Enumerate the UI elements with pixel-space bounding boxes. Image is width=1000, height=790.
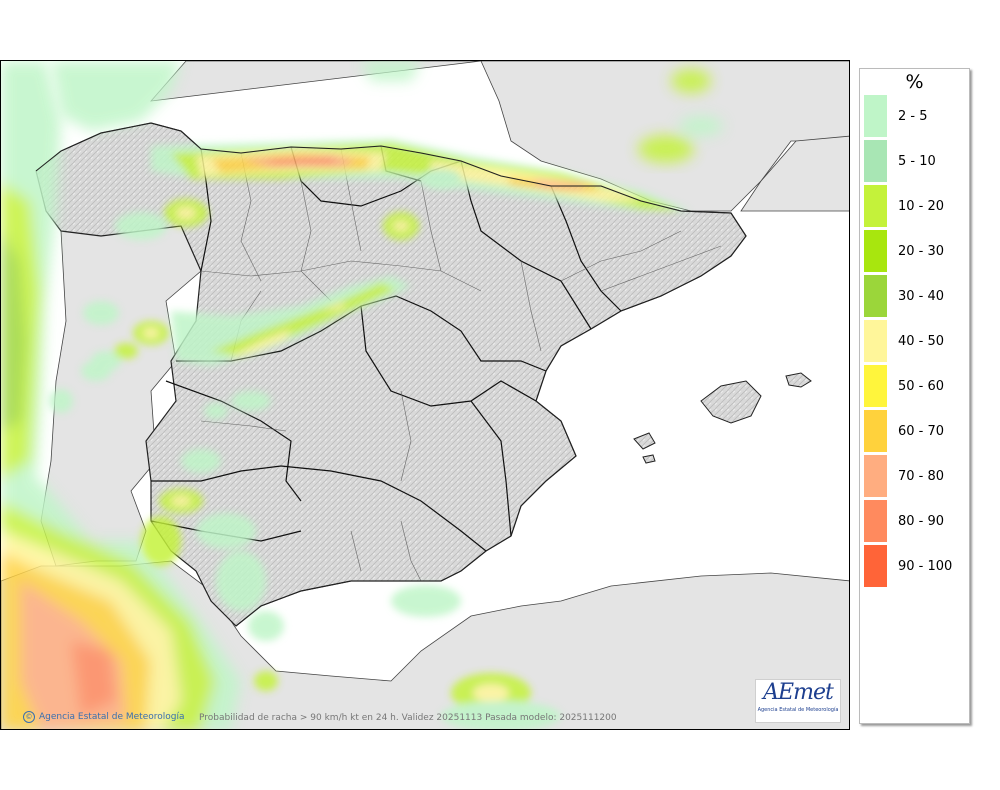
legend-item: 50 - 60 [864,365,944,407]
legend-label: 50 - 60 [898,378,945,394]
aemet-logo: AEmet Agencia Estatal de Meteorología [755,679,841,723]
legend-item: 70 - 80 [864,455,944,497]
formentera [642,454,656,464]
legend-item: 20 - 30 [864,230,944,272]
legend-label: 20 - 30 [898,243,945,259]
legend-item: 5 - 10 [864,140,936,182]
legend-label: 5 - 10 [898,153,936,169]
credit-text: Agencia Estatal de Meteorología [39,712,185,722]
legend-item: 40 - 50 [864,320,944,362]
legend-label: 2 - 5 [898,108,928,124]
legend-swatch [864,455,887,497]
legend-swatch [864,185,887,227]
legend-item: 2 - 5 [864,95,928,137]
legend-item: 90 - 100 [864,545,952,587]
logo-subtitle: Agencia Estatal de Meteorología [757,707,839,713]
legend-label: 80 - 90 [898,513,945,529]
legend-swatch [864,500,887,542]
legend-swatch [864,275,887,317]
legend-item: 60 - 70 [864,410,944,452]
legend-item: 10 - 20 [864,185,944,227]
legend-swatch [864,410,887,452]
probability-map: © Agencia Estatal de Meteorología Probabi… [0,60,850,730]
legend-swatch [864,545,887,587]
legend: % 2 - 5 5 - 10 10 - 20 20 - 30 30 - 40 40 - 5… [859,68,970,724]
legend-label: 30 - 40 [898,288,945,304]
legend-swatch [864,365,887,407]
legend-swatch [864,140,887,182]
map-caption: Probabilidad de racha > 90 km/h kt en 24… [199,713,617,723]
coastline [35,122,747,627]
legend-swatch [864,95,887,137]
mallorca [700,380,762,424]
probability-overlay [1,61,723,729]
credit-label: © Agencia Estatal de Meteorología [23,711,185,723]
legend-swatch [864,320,887,362]
menorca [785,372,812,388]
map-canvas [1,61,849,729]
legend-label: 60 - 70 [898,423,945,439]
legend-label: 90 - 100 [898,558,953,574]
legend-item: 80 - 90 [864,500,944,542]
europe-land-east [740,135,849,212]
copyright-icon: © [23,711,35,723]
legend-label: 70 - 80 [898,468,945,484]
legend-item: 30 - 40 [864,275,944,317]
legend-swatch [864,230,887,272]
legend-title: % [905,71,924,93]
legend-label: 40 - 50 [898,333,945,349]
legend-label: 10 - 20 [898,198,945,214]
logo-word: AEmet [763,680,834,705]
ibiza [633,432,656,450]
